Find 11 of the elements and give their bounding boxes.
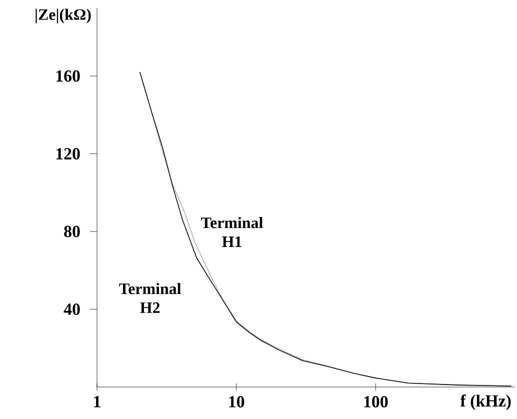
series-label: Terminal H2	[119, 282, 181, 313]
x-tick-label: 100	[364, 396, 388, 408]
x-tick-label: 10	[229, 396, 244, 408]
y-tick-label: 120	[56, 148, 80, 160]
x-axis-title: f (kHz)	[460, 394, 511, 410]
y-tick-label: 40	[64, 304, 80, 315]
x-tick-label: 1	[94, 396, 100, 408]
y-tick-label: 160	[56, 70, 80, 82]
series-label: Terminal H1	[201, 216, 263, 247]
y-axis-title: |Ze|(kΩ)	[36, 8, 91, 24]
y-tick-label: 80	[64, 226, 80, 238]
